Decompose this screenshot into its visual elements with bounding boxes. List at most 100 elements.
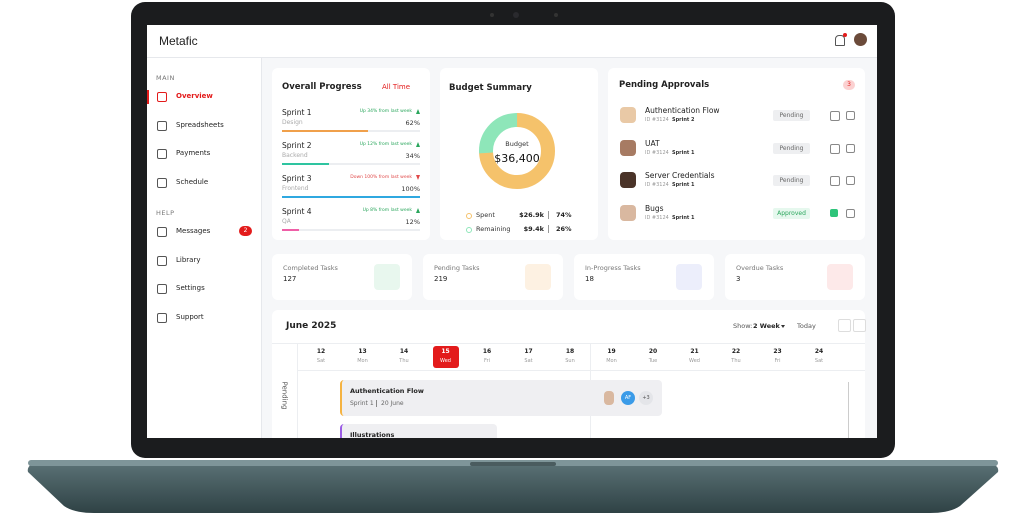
day-name: Wed (440, 358, 451, 364)
task-card[interactable]: Authentication Flow Sprint 1 20 June AF +3 (340, 380, 662, 416)
day-date[interactable]: 23 (773, 348, 782, 355)
separator (548, 211, 549, 219)
trend-arrow (416, 142, 420, 147)
trend: Down 100% from last week (350, 175, 412, 180)
nav-item[interactable]: Overview (176, 92, 213, 100)
day-date[interactable]: 14 (399, 348, 409, 355)
stat-value: 219 (434, 275, 448, 283)
today-button[interactable]: Today (797, 322, 816, 330)
day-date[interactable]: 17 (524, 348, 533, 355)
progress-bar (282, 196, 420, 198)
dropdown-caret (781, 325, 785, 328)
approvals-card: Pending Approvals 3 Authentication Flow ID … (608, 68, 865, 240)
nav-item[interactable]: Support (176, 312, 204, 321)
nav-item[interactable]: Messages (176, 227, 211, 235)
status: Pending (773, 110, 810, 121)
legend-amount: $26.9k (519, 211, 544, 219)
row-label: Pending (280, 381, 289, 410)
nav-icon (157, 227, 167, 237)
user-avatar[interactable] (854, 33, 867, 46)
range-select[interactable]: 2 Week (753, 322, 780, 330)
task-sprint: Sprint 1 (350, 400, 374, 407)
day-date[interactable]: 15 (441, 348, 450, 355)
trend-arrow (416, 175, 420, 180)
stat-label: Completed Tasks (283, 264, 338, 272)
stat-label: Overdue Tasks (736, 264, 784, 272)
day-name: Fri (774, 358, 781, 364)
bell-icon[interactable] (835, 35, 845, 46)
reject-button[interactable] (846, 143, 855, 153)
day-date[interactable]: 21 (690, 348, 699, 355)
approve-button[interactable] (830, 176, 840, 186)
track (282, 163, 420, 165)
item-sprint: Sprint 1 (672, 214, 695, 221)
nav-item[interactable]: Settings (176, 284, 205, 292)
track (282, 229, 420, 231)
legend-percent: 26% (556, 225, 572, 233)
status: Approved (773, 207, 810, 219)
avatar (620, 204, 636, 221)
top-bar: Metafic (147, 25, 877, 58)
item-title: Authentication Flow (645, 106, 720, 115)
approve-button[interactable] (830, 208, 838, 217)
day-date[interactable]: 18 (565, 348, 575, 355)
avatar (620, 107, 636, 123)
progress-bar (282, 130, 368, 132)
nav-icon (157, 255, 167, 266)
item-id: ID #3124 (645, 149, 669, 156)
stat-value: 18 (585, 275, 594, 283)
nav-item[interactable]: Library (176, 255, 201, 264)
screen: Metafic MAIN Overview Spreadsheets Payments… (147, 25, 877, 438)
task-date: 20 June (381, 400, 404, 407)
filter[interactable]: All Time (382, 83, 411, 91)
nav-item[interactable]: Spreadsheets (176, 120, 224, 129)
scroll-track (848, 382, 849, 438)
reject-button[interactable] (846, 208, 855, 218)
item-id: ID #3124 (645, 182, 669, 188)
day-date[interactable]: 16 (482, 348, 492, 355)
percent: 12% (405, 218, 420, 226)
item-sprint: Sprint 2 (672, 117, 695, 123)
show-label: Show: (733, 322, 753, 330)
month-title: June 2025 (286, 321, 337, 331)
day-name: Wed (689, 358, 700, 364)
day-date[interactable]: 12 (316, 348, 326, 355)
nav-item[interactable]: Schedule (176, 177, 209, 186)
nav-icon (157, 92, 167, 102)
nav-item[interactable]: Payments (176, 149, 211, 157)
percent: 62% (405, 119, 420, 127)
reject-button[interactable] (846, 111, 855, 120)
stat-card: Completed Tasks 127 (272, 254, 412, 300)
day-date[interactable]: 20 (648, 348, 658, 355)
stat-card: Overdue Tasks 3 (725, 254, 865, 300)
day-name: Sat (316, 358, 326, 364)
day-name: Fri (484, 358, 490, 364)
brand[interactable]: Metafic (159, 34, 198, 48)
legend-name: Spent (476, 211, 495, 219)
trend: Up 12% from last week (359, 142, 412, 147)
prev-button[interactable] (838, 319, 851, 332)
donut-label: Budget (505, 140, 529, 148)
reject-button[interactable] (846, 176, 855, 185)
legend-amount: $9.4k (523, 225, 544, 233)
sprint-team: Backend (282, 152, 308, 159)
approve-button[interactable] (830, 111, 840, 121)
trend: Up 8% from last week (362, 208, 412, 213)
donut (479, 113, 555, 189)
day-date[interactable]: 22 (731, 348, 741, 355)
day-date[interactable]: 13 (358, 348, 367, 355)
nav-icon (157, 284, 167, 294)
next-button[interactable] (853, 319, 866, 332)
approve-button[interactable] (830, 143, 840, 154)
card-title: Pending Approvals (619, 80, 710, 90)
day-date[interactable]: 19 (607, 348, 616, 355)
stat-card: Pending Tasks 219 (423, 254, 563, 300)
trend-arrow (416, 109, 420, 114)
task-card[interactable]: Illustrations (340, 424, 497, 438)
nav-icon (157, 312, 167, 323)
day-name: Sat (814, 358, 824, 364)
stat-value: 3 (736, 275, 741, 283)
selected-day[interactable] (432, 346, 459, 368)
day-date[interactable]: 24 (814, 348, 824, 355)
trend-arrow (416, 208, 420, 213)
